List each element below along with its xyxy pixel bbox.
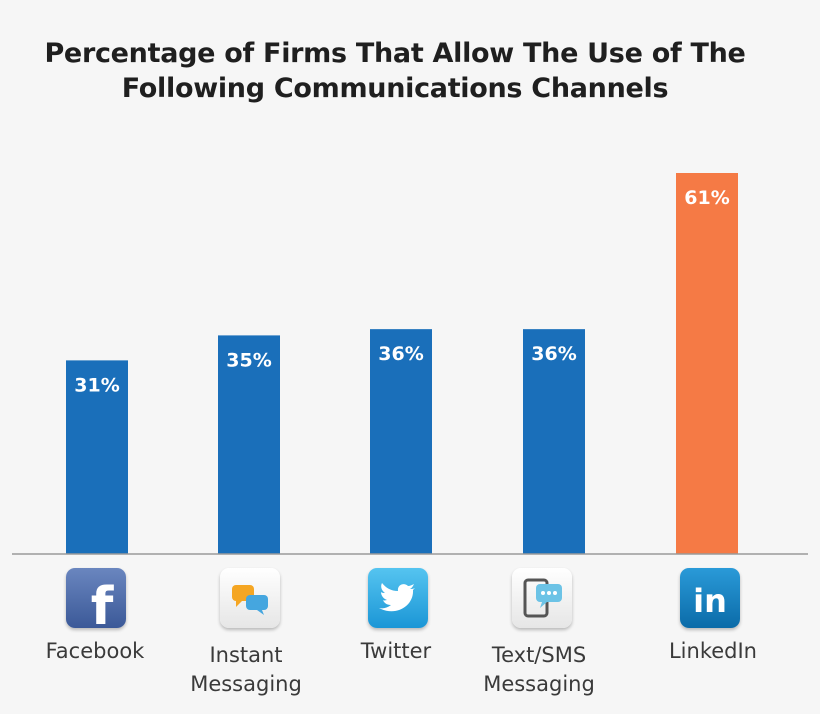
- instant-messaging-icon: [220, 568, 280, 628]
- chart-title: Percentage of Firms That Allow The Use o…: [0, 36, 790, 106]
- data-label-linkedin: 61%: [684, 187, 729, 209]
- svg-text:f: f: [91, 577, 115, 628]
- bar-twitter: [370, 329, 432, 554]
- category-label-line: Facebook: [45, 639, 145, 663]
- data-label-sms: 36%: [531, 343, 576, 365]
- chart-title-line-1: Percentage of Firms That Allow The Use o…: [44, 38, 746, 69]
- bar-linkedin: [676, 173, 738, 554]
- category-label-line: Twitter: [360, 639, 432, 663]
- category-label-line: Messaging: [483, 672, 595, 696]
- twitter-icon: [368, 568, 428, 628]
- facebook-icon: f: [66, 568, 126, 628]
- category-label-sms: Text/SMS Messaging: [459, 641, 619, 699]
- svg-text:in: in: [693, 582, 727, 620]
- data-label-twitter: 36%: [378, 343, 423, 365]
- category-label-instant-messaging: Instant Messaging: [166, 641, 326, 699]
- chart-title-line-2: Following Communications Channels: [121, 73, 669, 104]
- data-label-instant-messaging: 35%: [226, 349, 271, 371]
- bar-instant-messaging: [218, 335, 280, 554]
- bar-sms: [523, 329, 585, 554]
- sms-icon: [512, 568, 572, 628]
- category-label-line: Instant: [209, 643, 283, 667]
- bar-facebook: [66, 360, 128, 554]
- category-label-line: Text/SMS: [491, 643, 587, 667]
- category-label-twitter: Twitter: [316, 637, 476, 666]
- data-label-facebook: 31%: [74, 374, 119, 396]
- linkedin-icon: in: [680, 568, 740, 628]
- category-label-line: Messaging: [190, 672, 302, 696]
- category-label-line: LinkedIn: [668, 639, 757, 663]
- category-label-facebook: Facebook: [15, 637, 175, 666]
- category-label-linkedin: LinkedIn: [633, 637, 793, 666]
